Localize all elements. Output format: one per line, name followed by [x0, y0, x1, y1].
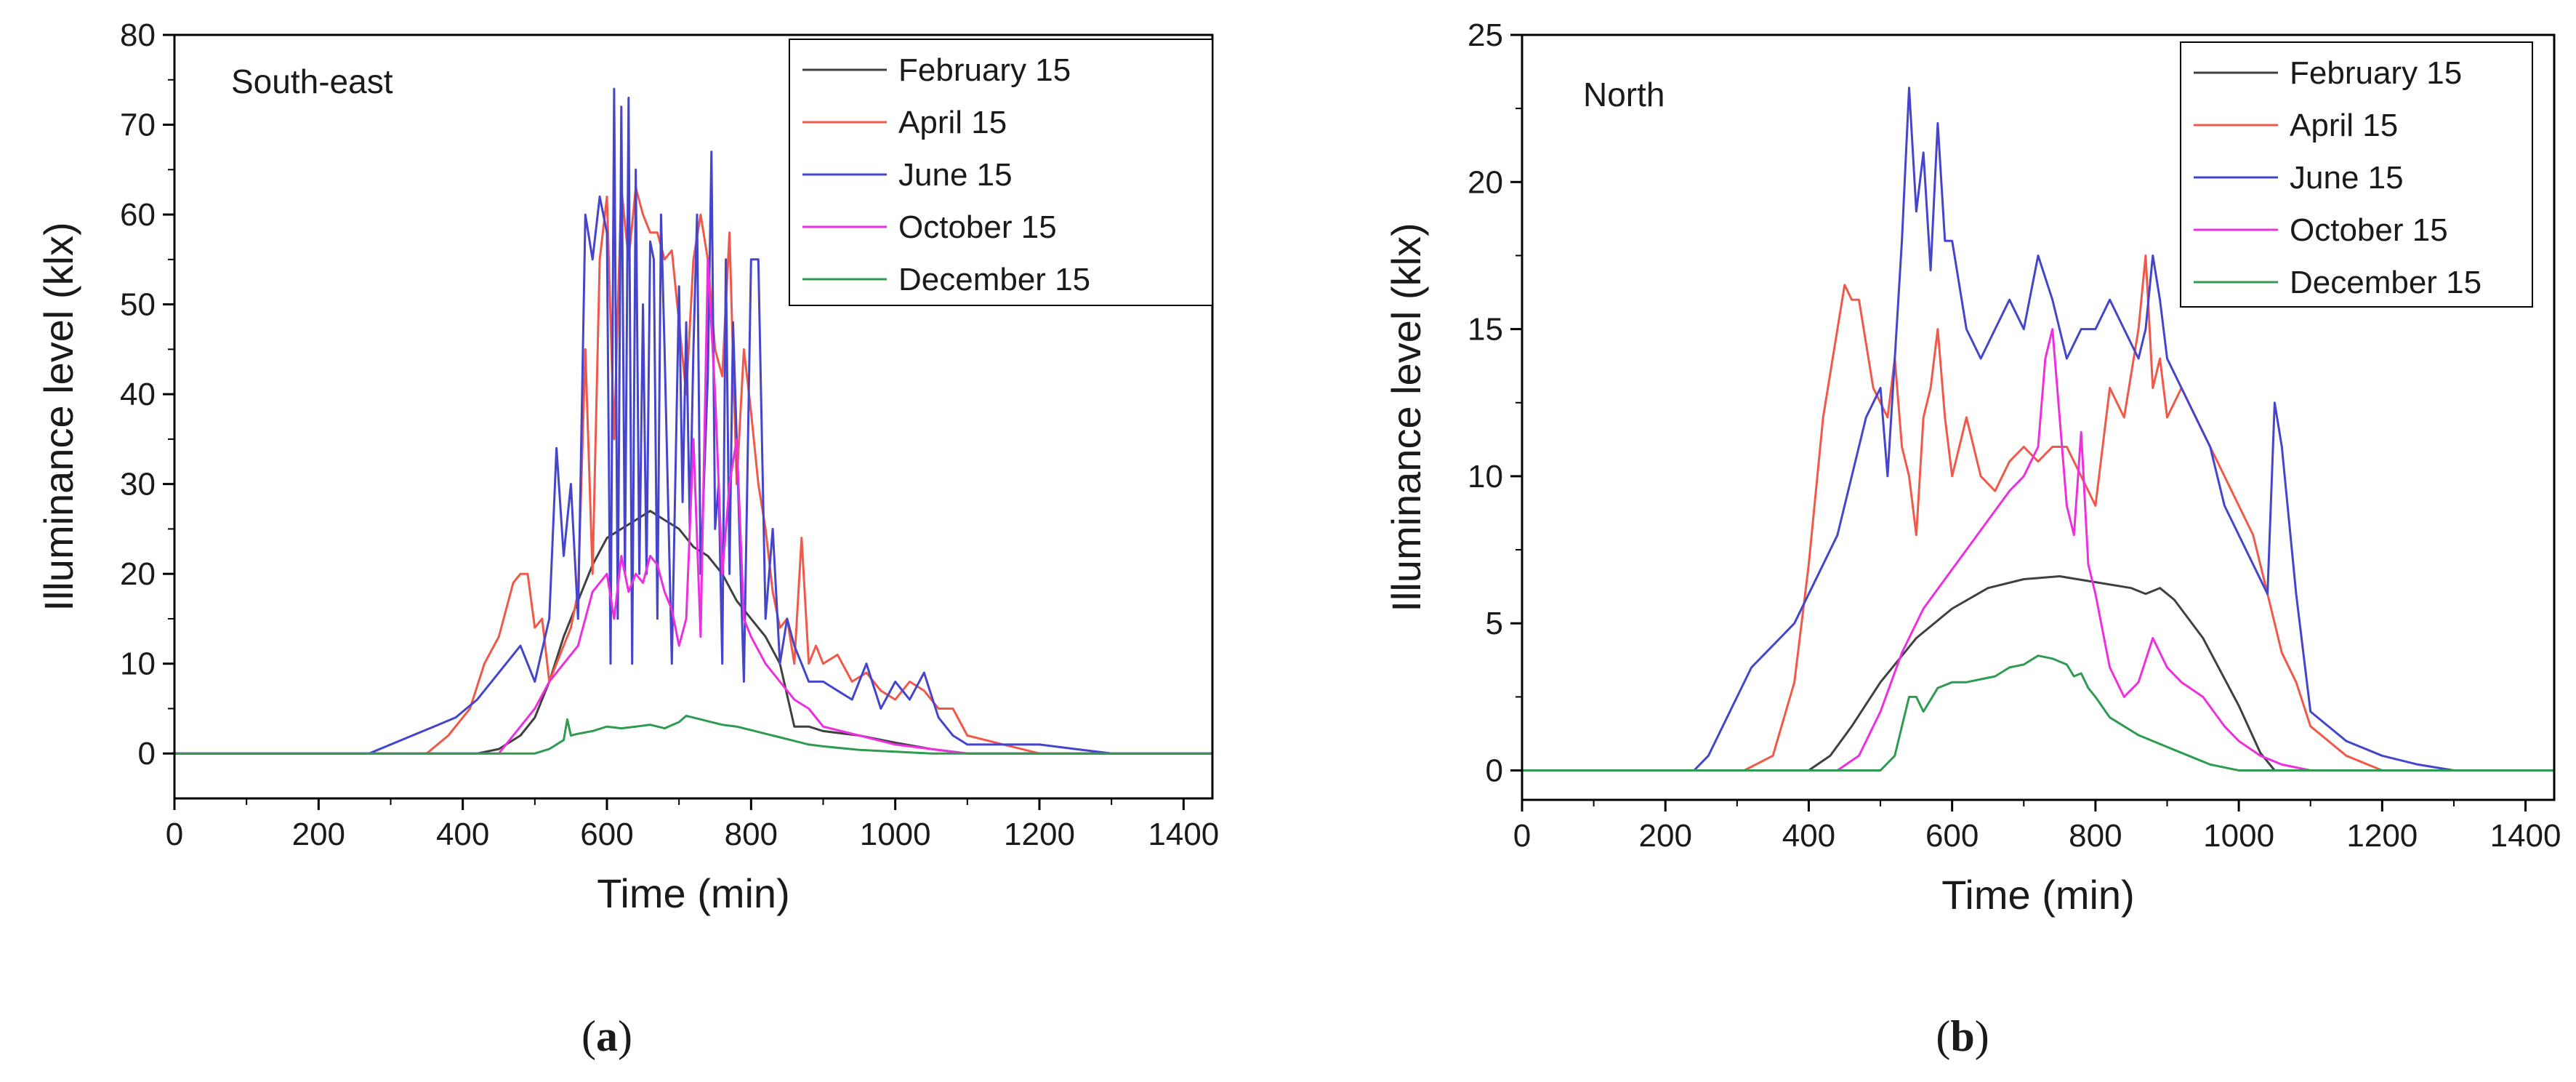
series-line-october-15 [174, 258, 1212, 755]
x-axis-title: Time (min) [1941, 872, 2134, 918]
y-tick-label: 0 [138, 736, 156, 772]
series-line-june-15 [1522, 87, 2554, 772]
x-tick-label: 200 [292, 817, 345, 852]
chart-south-east: 0 200 400 600 800 1000 1200 1400 0 10 20 30 40 50 60 70… [36, 17, 1219, 916]
y-tick-label: 60 [120, 197, 156, 233]
panel-title: South-east [231, 63, 393, 100]
x-tick-label: 1400 [2490, 818, 2561, 854]
y-tick-label: 50 [120, 287, 156, 323]
legend-box [789, 39, 1213, 306]
x-axis-title: Time (min) [597, 870, 789, 916]
x-tick-label: 0 [166, 817, 183, 852]
legend-label: December 15 [2290, 265, 2482, 300]
y-tick-label: 25 [1468, 17, 1503, 53]
chart-north: 0 200 400 600 800 1000 1200 1400 0 5 10 15 20 25 Time … [1383, 17, 2561, 918]
x-tick-label: 200 [1639, 818, 1692, 854]
caption-b: (b) [1936, 1012, 1989, 1060]
series-line-december-15 [1522, 654, 2554, 772]
y-tick-label: 10 [120, 646, 156, 682]
legend-label: October 15 [2290, 212, 2448, 248]
x-tick-label: 1000 [2203, 818, 2274, 854]
legend-label: February 15 [898, 52, 1071, 88]
legend-label: December 15 [898, 262, 1090, 297]
plot-frame [173, 33, 1214, 800]
x-tick-label: 400 [1782, 818, 1835, 854]
y-axis-title: Illuminance level (klx) [1383, 223, 1429, 612]
legend-label: February 15 [2290, 55, 2462, 91]
y-tick-label: 5 [1486, 606, 1503, 641]
x-tick-label: 800 [2069, 818, 2122, 854]
series-line-june-15 [174, 87, 1212, 755]
caption-a: (a) [581, 1012, 632, 1060]
x-tick-label: 600 [1925, 818, 1979, 854]
legend-box [2180, 41, 2533, 308]
series-line-december-15 [174, 714, 1212, 755]
series-line-february-15 [1522, 575, 2554, 772]
legend: February 15 April 15 June 15 October 15 Dece… [2180, 41, 2533, 308]
x-tick-label: 400 [436, 817, 489, 852]
y-tick-label: 70 [120, 108, 156, 143]
legend-label: June 15 [898, 157, 1013, 193]
legend-label: April 15 [2290, 108, 2398, 143]
x-tick-label: 800 [725, 817, 778, 852]
y-tick-label: 40 [120, 377, 156, 412]
series-group [174, 87, 1212, 755]
x-tick-label: 1200 [1004, 817, 1075, 852]
legend-label: October 15 [898, 209, 1057, 245]
legend: February 15 April 15 June 15 October 15 Dece… [789, 39, 1213, 306]
y-tick-label: 0 [1486, 753, 1503, 789]
series-line-october-15 [1522, 328, 2554, 772]
legend-label: April 15 [898, 105, 1007, 140]
legend-label: June 15 [2290, 160, 2404, 196]
y-tick-label: 30 [120, 467, 156, 502]
x-tick-label: 0 [1513, 818, 1531, 854]
y-tick-label: 15 [1468, 312, 1503, 348]
y-axis-title: Illuminance level (klx) [36, 222, 81, 611]
x-tick-label: 600 [580, 817, 633, 852]
x-tick-label: 1000 [860, 817, 931, 852]
plot-frame [1521, 33, 2556, 801]
x-tick-label: 1400 [1148, 817, 1219, 852]
panel-title: North [1583, 76, 1665, 113]
y-tick-label: 20 [1468, 164, 1503, 200]
y-tick-label: 20 [120, 556, 156, 592]
y-tick-label: 80 [120, 17, 156, 53]
series-group [1522, 87, 2554, 772]
y-tick-label: 10 [1468, 459, 1503, 494]
x-tick-label: 1200 [2346, 818, 2418, 854]
series-line-april-15 [1522, 255, 2554, 772]
